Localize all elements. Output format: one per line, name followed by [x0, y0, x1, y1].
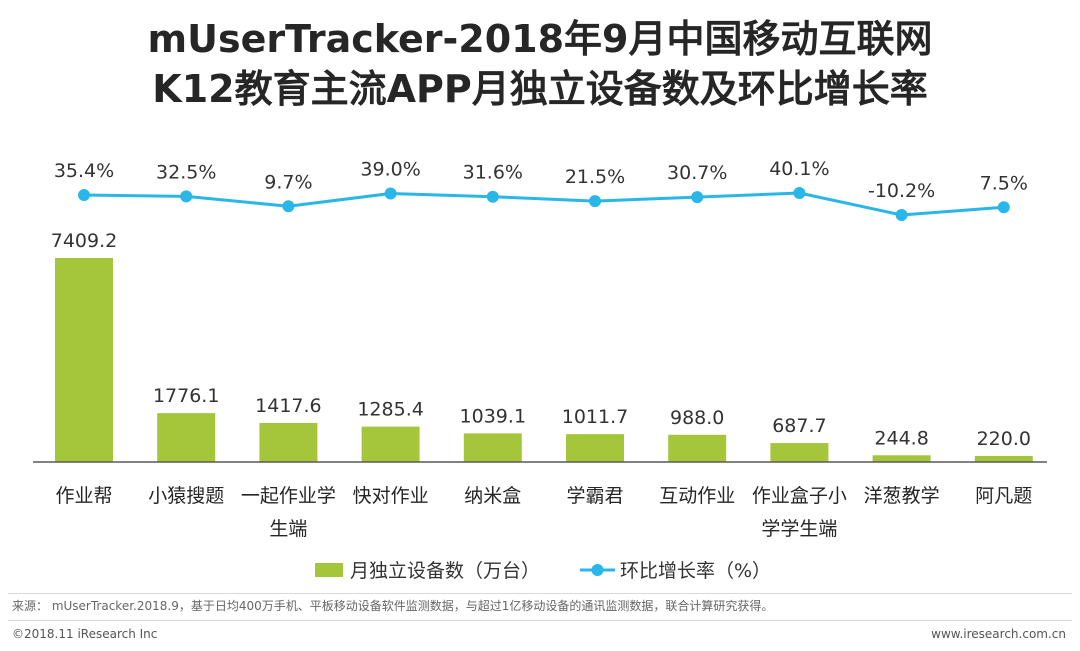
category-label-4: 纳米盒 — [464, 485, 521, 507]
bar-value-label-0: 7409.2 — [51, 230, 117, 252]
growth-rate-label-6: 30.7% — [667, 162, 727, 184]
growth-rate-point-2 — [282, 200, 295, 213]
growth-rate-label-7: 40.1% — [769, 158, 829, 180]
category-label-1: 小猿搜题 — [148, 485, 224, 507]
category-label-2: 一起作业学 — [241, 485, 336, 507]
copyright-text: ©2018.11 iResearch Inc — [12, 627, 158, 641]
chart-title-line2: K12教育主流APP月独立设备数及环比增长率 — [152, 67, 928, 111]
growth-rate-label-4: 31.6% — [463, 162, 523, 184]
bar-9 — [974, 455, 1033, 462]
growth-rate-point-0 — [78, 189, 90, 202]
footer-divider-top — [8, 593, 1072, 594]
category-label-9: 阿凡题 — [975, 485, 1032, 507]
legend-bar-label: 月独立设备数（万台） — [350, 560, 540, 582]
bar-0 — [55, 258, 113, 462]
growth-rate-label-8: -10.2% — [868, 180, 935, 202]
chart-title-line1: mUserTracker-2018年9月中国移动互联网 — [147, 17, 933, 61]
bar-value-label-6: 988.0 — [670, 407, 724, 429]
bar-value-label-2: 1417.6 — [255, 395, 321, 417]
bar-value-label-8: 244.8 — [874, 427, 928, 449]
category-label-7-line2: 学学生端 — [761, 518, 837, 540]
bar-2 — [259, 422, 318, 462]
category-label-0: 作业帮 — [55, 485, 112, 507]
growth-rate-point-3 — [384, 187, 397, 200]
legend-line-marker — [591, 564, 604, 576]
bar-value-label-4: 1039.1 — [460, 405, 526, 427]
source-note: 来源： mUserTracker.2018.9，基于日均400万手机、平板移动设… — [12, 599, 774, 613]
bar-4 — [463, 433, 522, 462]
growth-rate-point-9 — [997, 201, 1010, 214]
growth-rate-point-1 — [180, 190, 193, 203]
chart-title: mUserTracker-2018年9月中国移动互联网 K12教育主流APP月独… — [0, 14, 1080, 114]
website-link[interactable]: www.iresearch.com.cn — [931, 627, 1066, 641]
bar-value-label-1: 1776.1 — [153, 385, 219, 407]
category-label-5: 学霸君 — [566, 485, 623, 507]
bar-value-label-9: 220.0 — [977, 428, 1031, 450]
bar-value-label-7: 687.7 — [772, 415, 826, 437]
bar-value-label-5: 1011.7 — [562, 406, 628, 428]
bar-6 — [668, 434, 727, 462]
growth-rate-point-7 — [793, 187, 806, 199]
growth-rate-point-8 — [895, 209, 908, 221]
footer-divider-bottom — [8, 620, 1072, 621]
bar-3 — [361, 426, 420, 462]
combo-chart: 7409.2 1776.1 1417.6 1285.4 1039.1 1011.7 988.… — [33, 158, 1047, 582]
growth-rate-line — [83, 191, 1004, 217]
bar-7 — [770, 443, 829, 462]
growth-rate-label-9: 7.5% — [980, 172, 1028, 194]
legend-bar-swatch — [315, 563, 343, 577]
bar-5 — [566, 434, 624, 462]
growth-rate-point-6 — [691, 191, 704, 204]
growth-rate-point-4 — [486, 190, 499, 203]
growth-rate-label-2: 9.7% — [264, 171, 312, 193]
bar-value-label-3: 1285.4 — [357, 399, 423, 421]
growth-rate-label-0: 35.4% — [54, 160, 114, 182]
growth-rate-label-5: 21.5% — [565, 166, 625, 188]
bar-1 — [157, 413, 216, 462]
growth-rate-label-1: 32.5% — [156, 161, 216, 183]
growth-rate-point-5 — [589, 195, 601, 208]
category-label-6: 互动作业 — [659, 485, 735, 507]
category-label-7: 作业盒子小 — [752, 485, 847, 507]
legend-line-label: 环比增长率（%） — [620, 560, 771, 582]
growth-rate-label-3: 39.0% — [360, 158, 420, 180]
bar-8 — [872, 455, 931, 462]
category-label-2-line2: 生端 — [269, 518, 307, 540]
category-label-8: 洋葱教学 — [864, 485, 940, 507]
category-label-3: 快对作业 — [353, 485, 429, 507]
